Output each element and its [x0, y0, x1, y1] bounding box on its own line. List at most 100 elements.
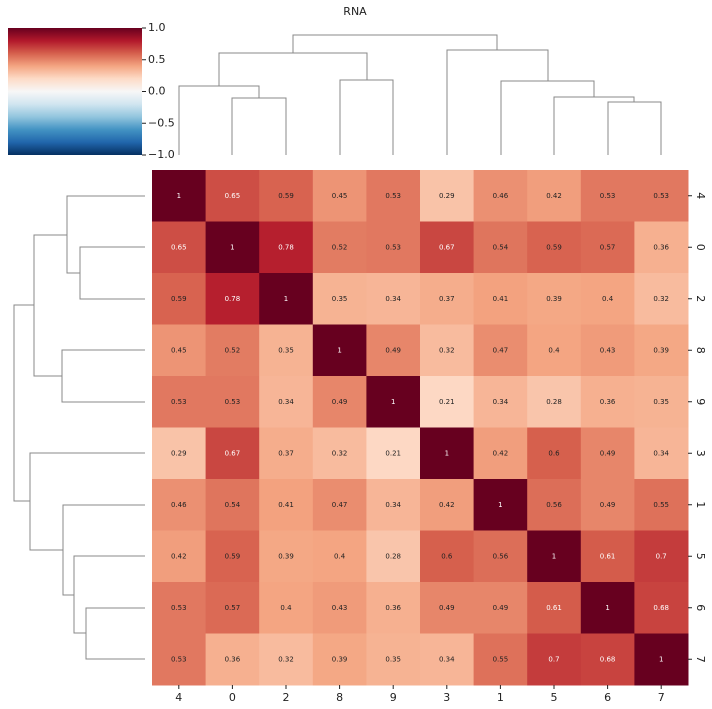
heatmap-cell	[580, 273, 635, 325]
heatmap-cell	[580, 376, 635, 428]
cell-label: 1	[552, 552, 556, 560]
heatmap-cell	[580, 582, 635, 634]
heatmap-cell	[152, 221, 207, 274]
heatmap-cell	[634, 530, 689, 583]
cell-label: 0.59	[171, 295, 187, 303]
heatmap-cell	[420, 427, 475, 480]
heatmap-cell	[473, 530, 528, 583]
heatmap-cell	[580, 530, 635, 583]
chart-title: RNA	[343, 5, 367, 18]
cell-label: 0.65	[225, 192, 241, 200]
heatmap-cell	[205, 324, 260, 377]
cell-label: 0.32	[653, 295, 669, 303]
cell-label: 0.45	[171, 346, 187, 354]
cell-label: 0.36	[653, 243, 669, 251]
cell-label: 0.78	[278, 243, 294, 251]
heatmap-cell	[312, 324, 367, 377]
colorbar-tick-label: 0.5	[148, 53, 166, 66]
heatmap-cell	[527, 324, 582, 377]
heatmap-cell	[312, 376, 367, 428]
cell-label: 0.36	[385, 604, 401, 612]
heatmap-cell	[634, 376, 689, 428]
cell-label: 0.35	[278, 346, 294, 354]
cell-label: 0.49	[332, 398, 348, 406]
cell-label: 1	[605, 604, 609, 612]
y-tick-label: 0	[694, 244, 707, 251]
cell-label: 0.32	[332, 449, 348, 457]
heatmap-cell	[259, 633, 314, 686]
cell-label: 0.68	[653, 604, 669, 612]
heatmap-cell	[634, 324, 689, 377]
heatmap-cell	[312, 530, 367, 583]
y-tick-label: 6	[694, 604, 707, 611]
heatmap-cell	[366, 273, 421, 325]
heatmap-cell	[312, 582, 367, 634]
cell-label: 0.54	[493, 243, 509, 251]
heatmap-cell	[366, 427, 421, 480]
heatmap-cell	[152, 324, 207, 377]
cell-label: 0.59	[225, 552, 241, 560]
heatmap-cell	[527, 633, 582, 686]
x-tick-label: 4	[175, 691, 182, 704]
cell-label: 1	[284, 295, 288, 303]
cell-label: 0.53	[171, 398, 187, 406]
heatmap-cell	[420, 530, 475, 583]
heatmap-cell	[420, 170, 475, 222]
cell-label: 0.7	[548, 655, 559, 663]
cell-label: 0.37	[439, 295, 455, 303]
heatmap-cell	[205, 530, 260, 583]
cell-label: 0.49	[385, 346, 401, 354]
heatmap-cell	[473, 376, 528, 428]
heatmap-cell	[527, 582, 582, 634]
cell-label: 0.53	[653, 192, 669, 200]
heatmap-cell	[312, 479, 367, 531]
heatmap-cell	[312, 221, 367, 274]
heatmap-cell	[259, 582, 314, 634]
y-tick-label: 3	[694, 450, 707, 457]
heatmap-cell	[527, 273, 582, 325]
heatmap-cell	[420, 221, 475, 274]
cell-label: 0.43	[332, 604, 348, 612]
heatmap-cell	[527, 479, 582, 531]
cell-label: 0.6	[548, 449, 560, 457]
heatmap-cell	[259, 479, 314, 531]
y-tick-label: 9	[694, 398, 707, 405]
cell-label: 0.61	[600, 552, 616, 560]
heatmap-cell	[259, 376, 314, 428]
heatmap-cell	[152, 376, 207, 428]
cell-label: 0.59	[278, 192, 294, 200]
x-tick-label: 6	[604, 691, 611, 704]
cell-label: 0.53	[385, 192, 401, 200]
x-tick-label: 7	[658, 691, 665, 704]
heatmap-cell	[259, 170, 314, 222]
cell-label: 0.39	[546, 295, 562, 303]
y-tick-label: 2	[694, 295, 707, 302]
heatmap-cell	[152, 633, 207, 686]
heatmap-cell	[152, 427, 207, 480]
cell-label: 0.53	[385, 243, 401, 251]
heatmap-cell	[580, 170, 635, 222]
row-dendrogram	[13, 195, 145, 660]
heatmap-cell	[580, 324, 635, 377]
heatmap-cell	[580, 427, 635, 480]
cell-label: 0.39	[653, 346, 669, 354]
heatmap-cell	[634, 633, 689, 686]
cell-label: 0.43	[600, 346, 616, 354]
cell-label: 0.4	[602, 295, 614, 303]
heatmap-cell	[366, 170, 421, 222]
heatmap-cell	[580, 479, 635, 531]
heatmap-cell	[420, 324, 475, 377]
cell-label: 0.61	[546, 604, 562, 612]
heatmap-cell	[634, 221, 689, 274]
colorbar-tick-label: −1.0	[148, 148, 175, 161]
cell-label: 0.32	[278, 655, 294, 663]
cell-label: 0.42	[493, 449, 509, 457]
cell-label: 0.37	[278, 449, 294, 457]
heatmap-cell	[312, 170, 367, 222]
cell-label: 0.52	[225, 346, 241, 354]
cell-label: 0.53	[171, 655, 187, 663]
cell-label: 0.53	[171, 604, 187, 612]
heatmap-cell	[259, 273, 314, 325]
heatmap-cell	[473, 582, 528, 634]
cell-label: 0.53	[600, 192, 616, 200]
